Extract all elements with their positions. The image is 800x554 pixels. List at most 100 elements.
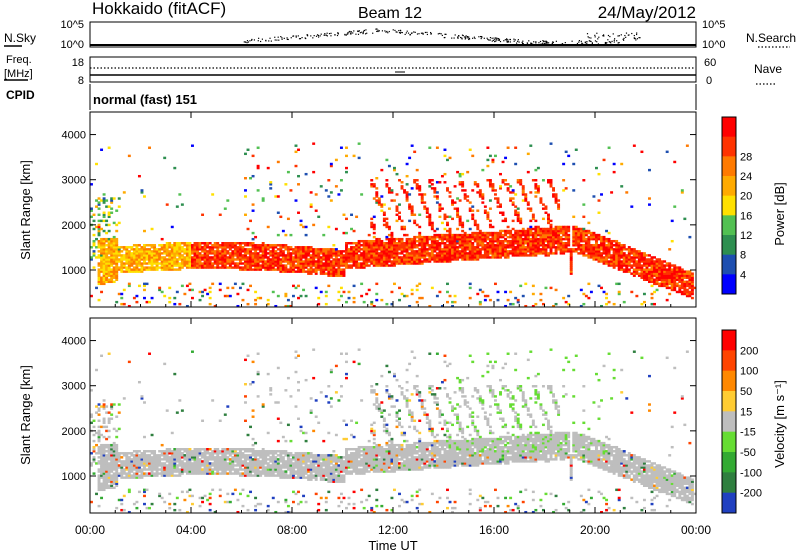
- power-cell: [97, 246, 101, 249]
- velocity-cell: [100, 488, 104, 492]
- power-cell: [390, 256, 394, 259]
- noise-point: [507, 39, 509, 41]
- power-cell: [683, 286, 687, 290]
- power-cell: [246, 268, 250, 271]
- power-cell: [150, 250, 154, 253]
- power-cell: [438, 237, 442, 241]
- power-cell: [499, 248, 502, 251]
- power-cell: [188, 266, 192, 269]
- power-cell: [329, 260, 333, 263]
- power-cell: [635, 294, 639, 298]
- power-cell: [655, 268, 659, 271]
- power-cell: [127, 250, 131, 253]
- power-cell: [658, 278, 662, 281]
- power-cell: [120, 256, 124, 259]
- power-cell: [610, 260, 614, 263]
- power-cell: [377, 242, 381, 245]
- power-cell: [620, 185, 624, 188]
- power-cell: [393, 237, 396, 241]
- power-cell: [317, 264, 321, 267]
- power-cell: [105, 205, 109, 208]
- power-cell: [403, 250, 407, 253]
- power-cell: [398, 217, 401, 221]
- power-cell: [115, 262, 119, 265]
- power-cell: [511, 254, 515, 257]
- power-cell: [443, 172, 447, 176]
- power-cell: [579, 248, 583, 251]
- power-cell: [660, 266, 664, 269]
- power-cell: [423, 260, 427, 263]
- power-cell: [572, 250, 576, 253]
- power-cell: [370, 258, 374, 261]
- power-cell: [299, 264, 303, 267]
- power-cell: [453, 250, 457, 253]
- velocity-cell: [127, 452, 131, 455]
- power-cell: [461, 250, 465, 253]
- power-cell: [380, 168, 384, 172]
- power-cell: [221, 258, 225, 261]
- power-cell: [547, 217, 550, 221]
- power-cell: [612, 239, 616, 243]
- power-cell: [125, 270, 129, 273]
- velocity-cell: [145, 450, 149, 453]
- power-cell: [102, 274, 106, 277]
- velocity-cell: [107, 435, 111, 439]
- power-cell: [150, 227, 154, 231]
- velocity-cell: [185, 454, 189, 457]
- power-cell: [579, 237, 583, 241]
- velocity-cell: [196, 452, 199, 455]
- power-cell: [312, 258, 316, 261]
- power-cell: [180, 203, 184, 206]
- power-cell: [231, 286, 235, 290]
- power-cell: [352, 242, 356, 245]
- power-cell: [297, 268, 300, 271]
- power-cell: [463, 239, 467, 243]
- noise-point: [468, 38, 470, 41]
- power-cell: [284, 294, 288, 298]
- power-cell: [420, 193, 424, 196]
- power-cell: [201, 262, 205, 265]
- power-cell: [246, 248, 250, 251]
- noise-point: [503, 40, 505, 42]
- power-cell: [218, 266, 222, 269]
- velocity-cell: [208, 456, 212, 459]
- power-cell: [584, 250, 588, 253]
- power-cell: [438, 181, 442, 184]
- power-cell: [337, 266, 341, 269]
- power-cell: [453, 244, 457, 247]
- power-cell: [233, 258, 237, 261]
- power-cell: [486, 250, 490, 253]
- velocity-cell: [173, 454, 177, 457]
- power-cell: [357, 264, 361, 267]
- velocity-cell: [206, 458, 210, 461]
- power-cell: [112, 262, 116, 265]
- power-cell: [398, 258, 401, 261]
- power-cell: [617, 252, 621, 255]
- power-cell: [486, 211, 490, 214]
- noise-point: [634, 37, 636, 40]
- power-cell: [579, 244, 583, 247]
- velocity-cell: [173, 508, 177, 512]
- power-cell: [602, 262, 606, 265]
- power-cell: [196, 248, 199, 251]
- velocity-cell: [90, 421, 93, 425]
- power-cell: [526, 246, 530, 249]
- power-cell: [302, 270, 306, 273]
- velocity-cell: [135, 460, 139, 463]
- noise-point: [474, 37, 476, 40]
- power-cell: [211, 266, 215, 269]
- power-cell: [549, 237, 553, 241]
- power-cell: [670, 286, 674, 290]
- power-cell: [673, 268, 677, 271]
- power-cell: [198, 262, 202, 265]
- velocity-cell: [143, 456, 146, 459]
- power-cell: [448, 254, 452, 257]
- power-cell: [259, 248, 263, 251]
- power-cell: [264, 264, 268, 267]
- noise-point: [494, 40, 496, 43]
- power-cell: [302, 252, 306, 255]
- power-cell: [372, 254, 376, 257]
- power-cell: [403, 254, 407, 257]
- power-cell: [284, 258, 288, 261]
- power-cell: [292, 256, 295, 259]
